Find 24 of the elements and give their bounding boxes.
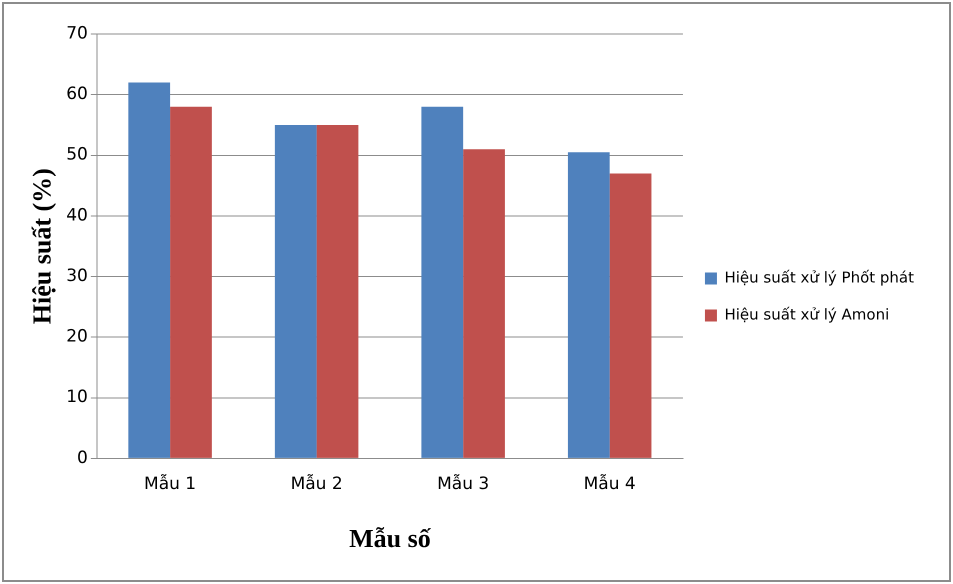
- y-tick-label: 70: [66, 23, 88, 44]
- bar: [170, 106, 212, 458]
- x-tick-label: Mẫu 2: [290, 474, 343, 494]
- x-tick-label: Mẫu 3: [437, 474, 490, 494]
- bar: [568, 152, 610, 458]
- y-tick-label: 20: [66, 326, 88, 347]
- y-tick-label: 40: [66, 205, 88, 226]
- y-tick-label: 10: [66, 387, 88, 408]
- bar: [274, 124, 317, 458]
- y-tick-label: 0: [77, 448, 88, 468]
- x-tick-label: Mẫu 1: [144, 474, 196, 494]
- bar: [463, 149, 505, 458]
- y-axis-title: Hiệu suất (%): [27, 168, 56, 324]
- bar: [610, 173, 652, 458]
- legend-label: Hiệu suất xử lý Phốt phát: [724, 268, 930, 286]
- bar: [128, 82, 170, 458]
- y-tick-label: 50: [66, 144, 88, 165]
- legend-label: Hiệu suất xử lý Amoni: [724, 305, 904, 324]
- y-tick-label: 60: [66, 84, 88, 104]
- bar: [316, 124, 358, 458]
- bar: [421, 106, 464, 458]
- x-axis-title: Mẫu số: [349, 524, 432, 554]
- y-tick-label: 30: [66, 266, 88, 286]
- x-tick-label: Mẫu 4: [584, 474, 636, 494]
